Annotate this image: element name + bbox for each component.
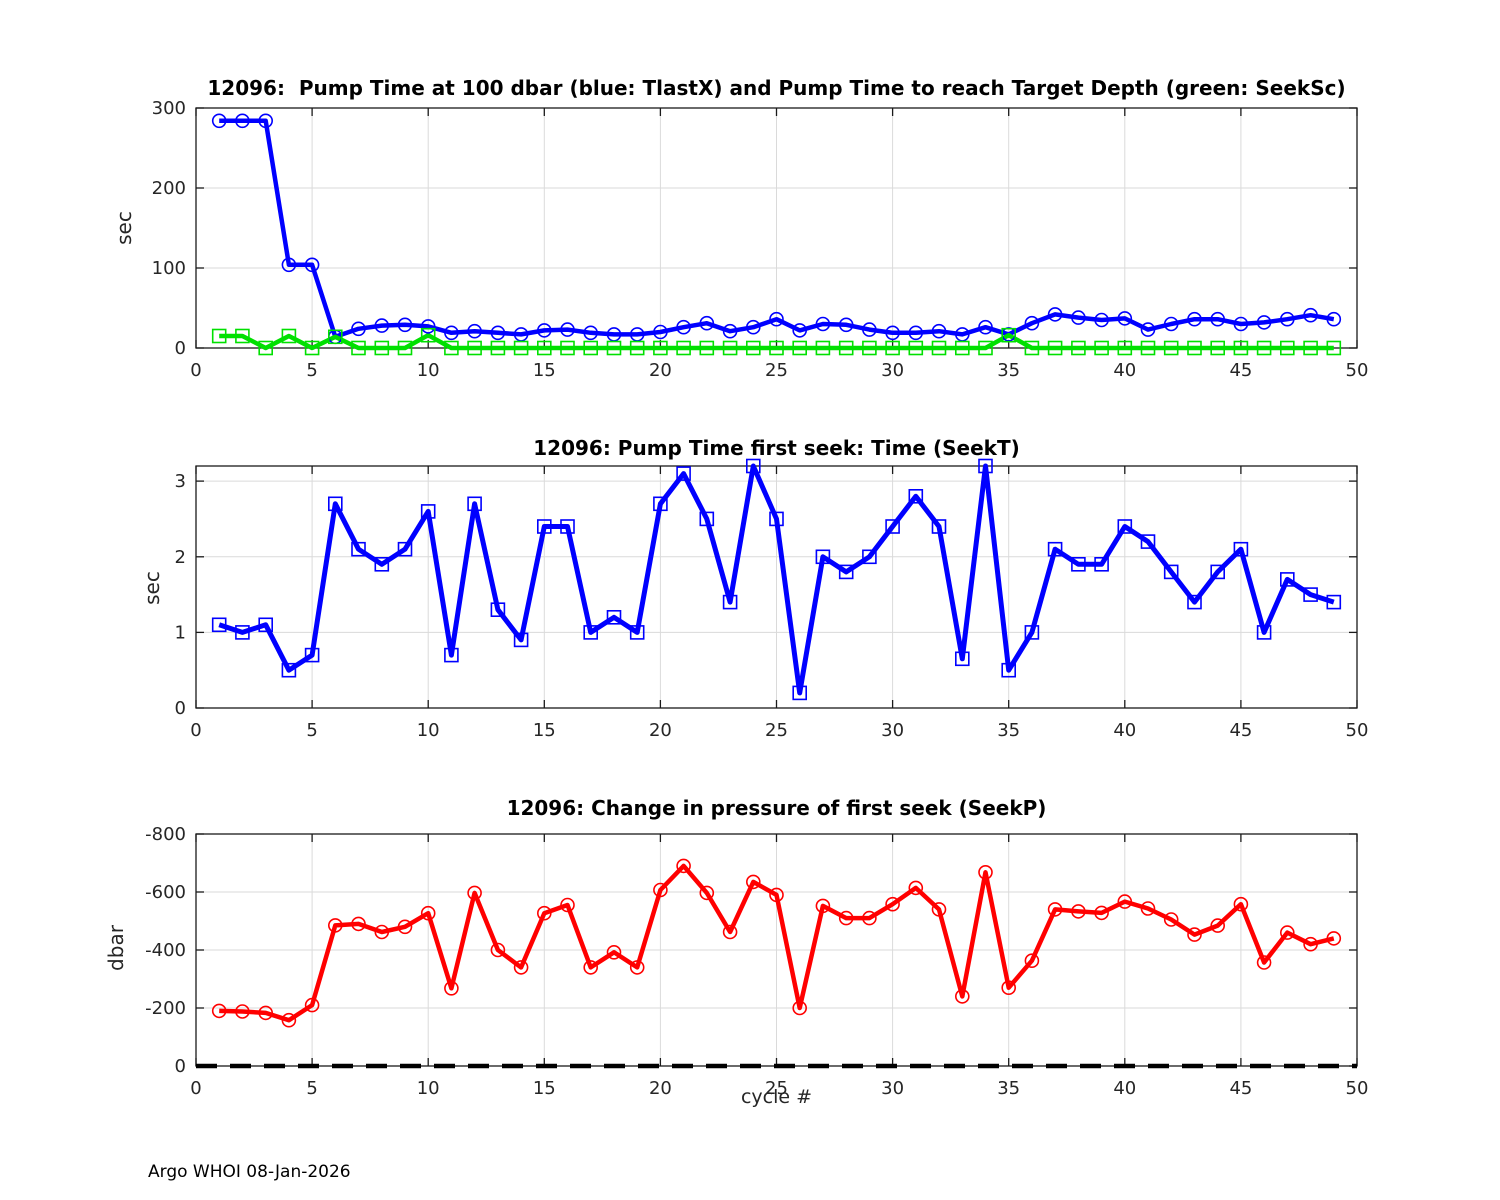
svg-text:40: 40 <box>1113 1078 1136 1099</box>
svg-text:0: 0 <box>190 1078 201 1099</box>
seek-pressure-chart: 0 5 10 15 20 25 30 35 40 45 50 0 -200 -400 -600 -800 <box>145 824 1368 1099</box>
svg-text:-200: -200 <box>145 998 186 1019</box>
series-line-SeekSc <box>219 332 1334 351</box>
svg-text:35: 35 <box>997 1078 1020 1099</box>
svg-text:0: 0 <box>190 360 201 381</box>
x-tick-labels: 0 5 10 15 20 25 30 35 40 45 50 <box>190 720 1368 741</box>
svg-text:-800: -800 <box>145 824 186 845</box>
svg-text:10: 10 <box>417 360 440 381</box>
x-tick-labels: 0 5 10 15 20 25 30 35 40 45 50 <box>190 360 1368 381</box>
svg-text:0: 0 <box>175 698 186 719</box>
series-markers-SeekT <box>211 458 1342 701</box>
figure-footer: Argo WHOI 08-Jan-2026 <box>148 1162 351 1182</box>
series-markers-SeekSc <box>211 327 1342 356</box>
y-tick-labels: 0 1 2 3 <box>175 471 186 719</box>
series-line-SeekT <box>218 463 1335 696</box>
svg-text:20: 20 <box>649 720 672 741</box>
grid-lines <box>195 833 1358 1067</box>
svg-text:2: 2 <box>175 547 186 568</box>
svg-text:20: 20 <box>649 1078 672 1099</box>
svg-text:300: 300 <box>152 98 186 119</box>
x-axis-label: cycle # <box>740 1086 813 1108</box>
svg-text:30: 30 <box>881 1078 904 1099</box>
seek-time-y-axis-label: sec <box>140 571 164 605</box>
svg-text:15: 15 <box>533 360 556 381</box>
seek-pressure-y-axis-label: dbar <box>104 925 128 971</box>
axis-ticks <box>195 833 1358 1067</box>
svg-text:3: 3 <box>175 471 186 492</box>
seek-time-chart-title: 12096: Pump Time first seek: Time (SeekT… <box>533 436 1020 460</box>
x-tick-labels: 0 5 10 15 20 25 30 35 40 45 50 <box>190 1078 1368 1099</box>
svg-text:30: 30 <box>881 720 904 741</box>
svg-text:1: 1 <box>175 622 186 643</box>
svg-text:15: 15 <box>533 1078 556 1099</box>
y-tick-labels: 0 100 200 300 <box>152 98 186 359</box>
seek-pressure-chart-title: 12096: Change in pressure of first seek … <box>506 796 1047 820</box>
svg-text:35: 35 <box>997 360 1020 381</box>
svg-text:0: 0 <box>190 720 201 741</box>
svg-text:35: 35 <box>997 720 1020 741</box>
pump-time-chart-title: 12096: Pump Time at 100 dbar (blue: Tlas… <box>207 76 1346 100</box>
svg-text:50: 50 <box>1346 360 1369 381</box>
svg-text:10: 10 <box>417 1078 440 1099</box>
svg-text:20: 20 <box>649 360 672 381</box>
series-markers-TlastX <box>211 113 1342 345</box>
svg-text:45: 45 <box>1229 360 1252 381</box>
svg-text:25: 25 <box>765 360 788 381</box>
svg-text:5: 5 <box>306 360 317 381</box>
pump-time-y-axis-label: sec <box>112 211 136 245</box>
svg-text:25: 25 <box>765 1078 788 1099</box>
svg-text:0: 0 <box>175 338 186 359</box>
svg-text:5: 5 <box>306 720 317 741</box>
series-markers-SeekP <box>211 858 1342 1028</box>
svg-text:40: 40 <box>1113 720 1136 741</box>
svg-text:25: 25 <box>765 720 788 741</box>
svg-text:10: 10 <box>417 720 440 741</box>
svg-text:15: 15 <box>533 720 556 741</box>
svg-text:30: 30 <box>881 360 904 381</box>
seek-time-chart: 0 5 10 15 20 25 30 35 40 45 50 0 1 2 3 <box>175 458 1368 741</box>
svg-text:-600: -600 <box>145 882 186 903</box>
svg-text:0: 0 <box>175 1056 186 1077</box>
series-line-SeekP <box>219 863 1335 1023</box>
svg-text:50: 50 <box>1346 720 1369 741</box>
svg-text:40: 40 <box>1113 360 1136 381</box>
svg-text:45: 45 <box>1229 1078 1252 1099</box>
svg-text:50: 50 <box>1346 1078 1369 1099</box>
svg-text:200: 200 <box>152 178 186 199</box>
svg-text:100: 100 <box>152 258 186 279</box>
svg-text:-400: -400 <box>145 940 186 961</box>
y-tick-labels: 0 -200 -400 -600 -800 <box>145 824 186 1077</box>
axis-ticks <box>195 466 1358 709</box>
pump-time-chart: 0 5 10 15 20 25 30 35 40 45 50 0 100 200 300 <box>152 98 1369 381</box>
series-line-TlastX <box>219 118 1335 340</box>
svg-text:45: 45 <box>1229 720 1252 741</box>
svg-text:5: 5 <box>306 1078 317 1099</box>
